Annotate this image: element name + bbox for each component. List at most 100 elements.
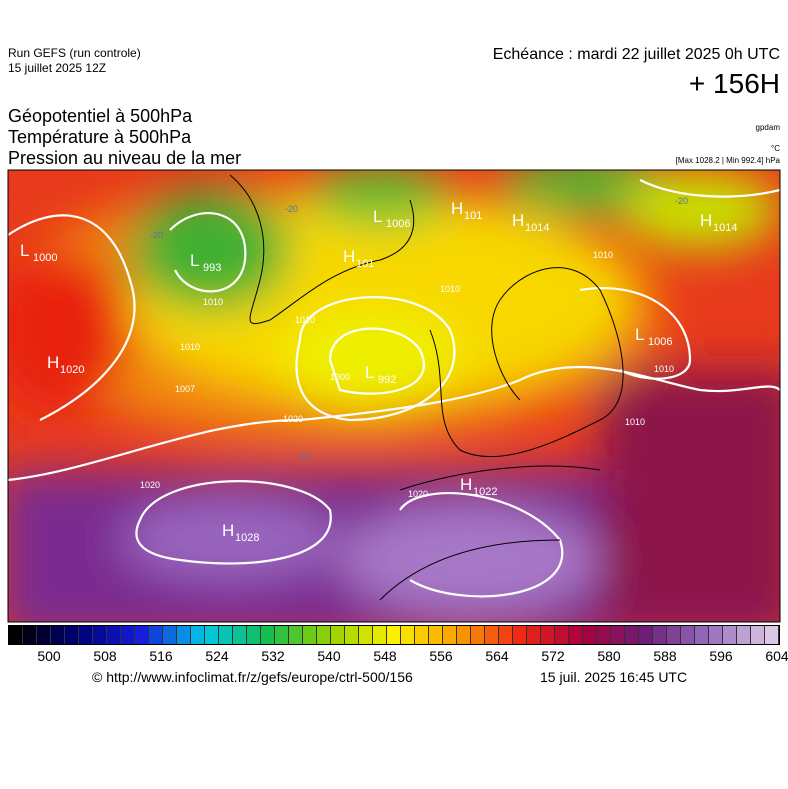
- colorbar-cell: [121, 626, 135, 644]
- colorbar-cell: [107, 626, 121, 644]
- colorbar-cell: [387, 626, 401, 644]
- colorbar-cell: [415, 626, 429, 644]
- colorbar-tick-label: 532: [261, 648, 285, 664]
- colorbar-tick-label: 508: [93, 648, 117, 664]
- colorbar-cell: [205, 626, 219, 644]
- colorbar-cell: [345, 626, 359, 644]
- pressure-center: L 992: [365, 363, 396, 386]
- field: Géopotentiel à 500hPa: [8, 106, 193, 126]
- colorbar-cell: [359, 626, 373, 644]
- center-letter: H: [451, 199, 463, 218]
- pressure-center: H 1020: [47, 353, 84, 376]
- pressure-center: H 101: [451, 199, 482, 222]
- colorbar-cell: [709, 626, 723, 644]
- pressure-center: L 1000: [20, 241, 57, 264]
- colorbar-tick-label: 580: [597, 648, 621, 664]
- colorbar-cell: [219, 626, 233, 644]
- pressure-center: H 1028: [222, 521, 259, 544]
- colorbar: [8, 625, 780, 645]
- colorbar-tick-label: 604: [765, 648, 788, 664]
- colorbar-cell: [149, 626, 163, 644]
- isobar-label: 1010: [180, 342, 200, 352]
- center-letter: L: [190, 251, 199, 270]
- center-letter: L: [20, 241, 29, 260]
- colorbar-cell: [373, 626, 387, 644]
- colorbar-cell: [611, 626, 625, 644]
- colorbar-cell: [555, 626, 569, 644]
- center-letter: L: [635, 325, 644, 344]
- colorbar-cell: [541, 626, 555, 644]
- colorbar-cell: [471, 626, 485, 644]
- colorbar-cell: [485, 626, 499, 644]
- isobar-label: 1010: [440, 284, 460, 294]
- colorbar-cell: [457, 626, 471, 644]
- colorbar-cell: [23, 626, 37, 644]
- center-value: 992: [378, 374, 396, 386]
- isobar-label: 1010: [654, 364, 674, 374]
- colorbar-cell: [317, 626, 331, 644]
- colorbar-tick-label: 572: [541, 648, 565, 664]
- colorbar-cell: [303, 626, 317, 644]
- colorbar-cell: [667, 626, 681, 644]
- pressure-center: H 1014: [512, 211, 549, 234]
- colorbar-tick-label: 500: [37, 648, 61, 664]
- colorbar-cell: [163, 626, 177, 644]
- center-letter: H: [700, 211, 712, 230]
- field: Température à 500hPa: [8, 127, 192, 147]
- colorbar-cell: [177, 626, 191, 644]
- colorbar-cell: [135, 626, 149, 644]
- center-value: 1014: [525, 222, 549, 234]
- isobar-label: 1020: [408, 489, 428, 499]
- field: Pression au niveau de la mer: [8, 148, 242, 168]
- center-value: 1014: [713, 222, 737, 234]
- temperature-label: -20: [285, 204, 298, 214]
- pressure-center: H 1022: [460, 475, 497, 498]
- colorbar-cell: [289, 626, 303, 644]
- source-url: © http://www.infoclimat.fr/z/gefs/europe…: [92, 669, 413, 685]
- center-value: 1022: [473, 486, 497, 498]
- colorbar-cell: [401, 626, 415, 644]
- isobar-label: 1020: [140, 480, 160, 490]
- lead-time: + 156H: [688, 68, 780, 99]
- center-value: 993: [203, 262, 221, 274]
- colorbar-tick-label: 556: [429, 648, 453, 664]
- colorbar-tick-label: 524: [205, 648, 229, 664]
- echeance: Echéance : mardi 22 juillet 2025 0h UTC: [492, 46, 780, 63]
- run-date: 15 juillet 2025 12Z: [8, 61, 107, 75]
- colorbar-cell: [247, 626, 261, 644]
- isobar-label: 1000: [330, 372, 350, 382]
- colorbar-cell: [429, 626, 443, 644]
- colorbar-ticks: 500 508 516 524 532 540 548 556 564 572 580 588 596 6…: [30, 648, 788, 664]
- pressure-center: H 101: [343, 247, 374, 270]
- center-value: 1028: [235, 532, 259, 544]
- colorbar-tick-label: 540: [317, 648, 341, 664]
- pressure-center: L 1006: [635, 325, 672, 348]
- colorbar-cell: [233, 626, 247, 644]
- center-letter: H: [343, 247, 355, 266]
- colorbar-cell: [527, 626, 541, 644]
- colorbar-cell: [79, 626, 93, 644]
- colorbar-cell: [331, 626, 345, 644]
- colorbar-cell: [751, 626, 765, 644]
- center-value: 1006: [648, 336, 672, 348]
- colorbar-cell: [653, 626, 667, 644]
- colorbar-cell: [569, 626, 583, 644]
- isobar-label: 1007: [175, 384, 195, 394]
- pressure-center: H 1014: [700, 211, 737, 234]
- colorbar-tick-label: 564: [485, 648, 509, 664]
- center-letter: H: [47, 353, 59, 372]
- isobar-label: 1010: [625, 417, 645, 427]
- center-value: 101: [464, 210, 482, 222]
- pressure-center: L 993: [190, 251, 221, 274]
- isobar-label: 1010: [593, 250, 613, 260]
- colorbar-cell: [737, 626, 751, 644]
- center-value: 1000: [33, 252, 57, 264]
- colorbar-cell: [443, 626, 457, 644]
- colorbar-cell: [597, 626, 611, 644]
- colorbar-cell: [513, 626, 527, 644]
- colorbar-cell: [583, 626, 597, 644]
- colorbar-cell: [681, 626, 695, 644]
- timestamp: 15 juil. 2025 16:45 UTC: [540, 669, 688, 685]
